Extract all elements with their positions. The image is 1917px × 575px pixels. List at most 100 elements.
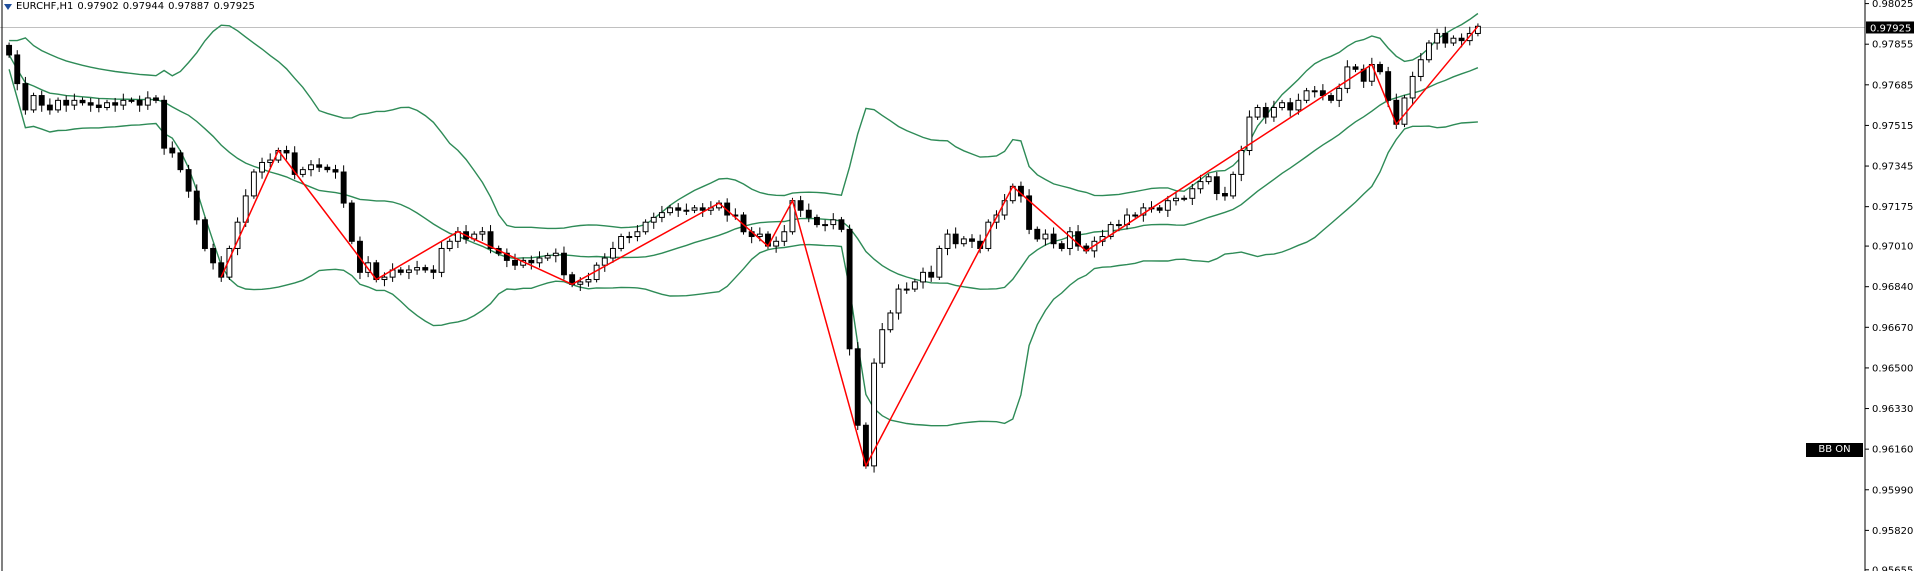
candle-body [797,200,804,211]
candle-body [210,247,217,264]
candle-body [773,240,780,247]
candle-body [936,247,943,278]
candle [601,253,608,272]
price-tick-label: 0.98025 [1872,0,1913,10]
candle-body [316,164,323,168]
candle-body [1442,32,1449,44]
candle [561,246,567,280]
current-price-label: 0.97925 [1870,23,1911,34]
candle [1377,61,1383,75]
candle-body [536,257,543,264]
candle [30,92,37,113]
candle [1450,35,1457,46]
candle-body [658,212,665,218]
candle [1409,71,1416,105]
candle-body [512,259,518,266]
candle-body [634,231,641,238]
candle [430,265,437,280]
candle-body [920,271,926,283]
candle [838,216,845,233]
candle [340,165,347,208]
candle-body [756,233,763,238]
candle [846,224,853,356]
candle [667,204,674,216]
candle [528,255,535,270]
candle [911,279,918,292]
candle-body [854,348,861,426]
candle [79,97,86,106]
candle-body [1050,233,1057,245]
candle-body [1189,188,1196,199]
candle-body [1352,66,1359,70]
candle [389,263,396,282]
candle [422,264,429,273]
candle [952,227,959,249]
candle-body [577,281,584,285]
candle [1189,183,1196,205]
candle [1213,172,1220,201]
candle-body [1066,231,1073,249]
candle-body [544,255,551,259]
candle [552,248,559,263]
bb-toggle-button[interactable]: BB ON [1806,443,1863,457]
candle-body [430,269,437,273]
candle-body [283,150,290,154]
candle [1066,226,1073,256]
candle-body [1344,66,1351,89]
candle-body [969,238,975,242]
candle-body [822,224,829,227]
price-axis: 0.98025 0.97855 0.97685 0.97515 0.97345 0.971… [1864,0,1914,575]
candle-body [642,221,649,233]
candle [1474,23,1481,37]
candle-body [185,169,192,192]
candle-body [324,166,331,171]
candle [487,225,494,254]
candle [773,236,780,253]
candle [405,265,412,280]
candle [1344,60,1351,94]
candle [512,253,518,270]
candle [797,195,804,217]
candle-body [1042,233,1049,240]
candle [95,98,102,113]
symbol-dropdown-icon[interactable] [4,4,12,10]
candle [169,141,176,158]
candle [250,169,257,199]
price-tick-label: 0.96160 [1872,445,1913,456]
candle-body [879,329,886,364]
candle [1099,229,1106,247]
candle-body [871,362,878,467]
candle-body [299,169,306,175]
candle [185,164,192,198]
candle-body [960,238,967,245]
candle [308,160,314,177]
candle-body [903,288,910,291]
candle [642,219,649,235]
candle [691,204,698,214]
candle [112,97,119,112]
candle [887,310,894,333]
candle [969,234,975,248]
candle [626,231,633,244]
candle [781,225,788,247]
candle-body [1164,200,1171,211]
candle-body [1156,207,1163,211]
candle [120,93,127,110]
candle-body [405,269,412,273]
candle [1181,195,1188,202]
candle [104,99,110,111]
candle [658,205,665,223]
candle-body [528,259,535,264]
candle [324,164,331,173]
candle [479,226,486,241]
candle [1262,102,1269,124]
candle [38,90,45,112]
candle-body [618,236,625,249]
candle-body [46,104,53,111]
candle-body [691,207,698,211]
candle [397,267,404,276]
candle [332,164,339,179]
candle-body [1222,193,1228,197]
